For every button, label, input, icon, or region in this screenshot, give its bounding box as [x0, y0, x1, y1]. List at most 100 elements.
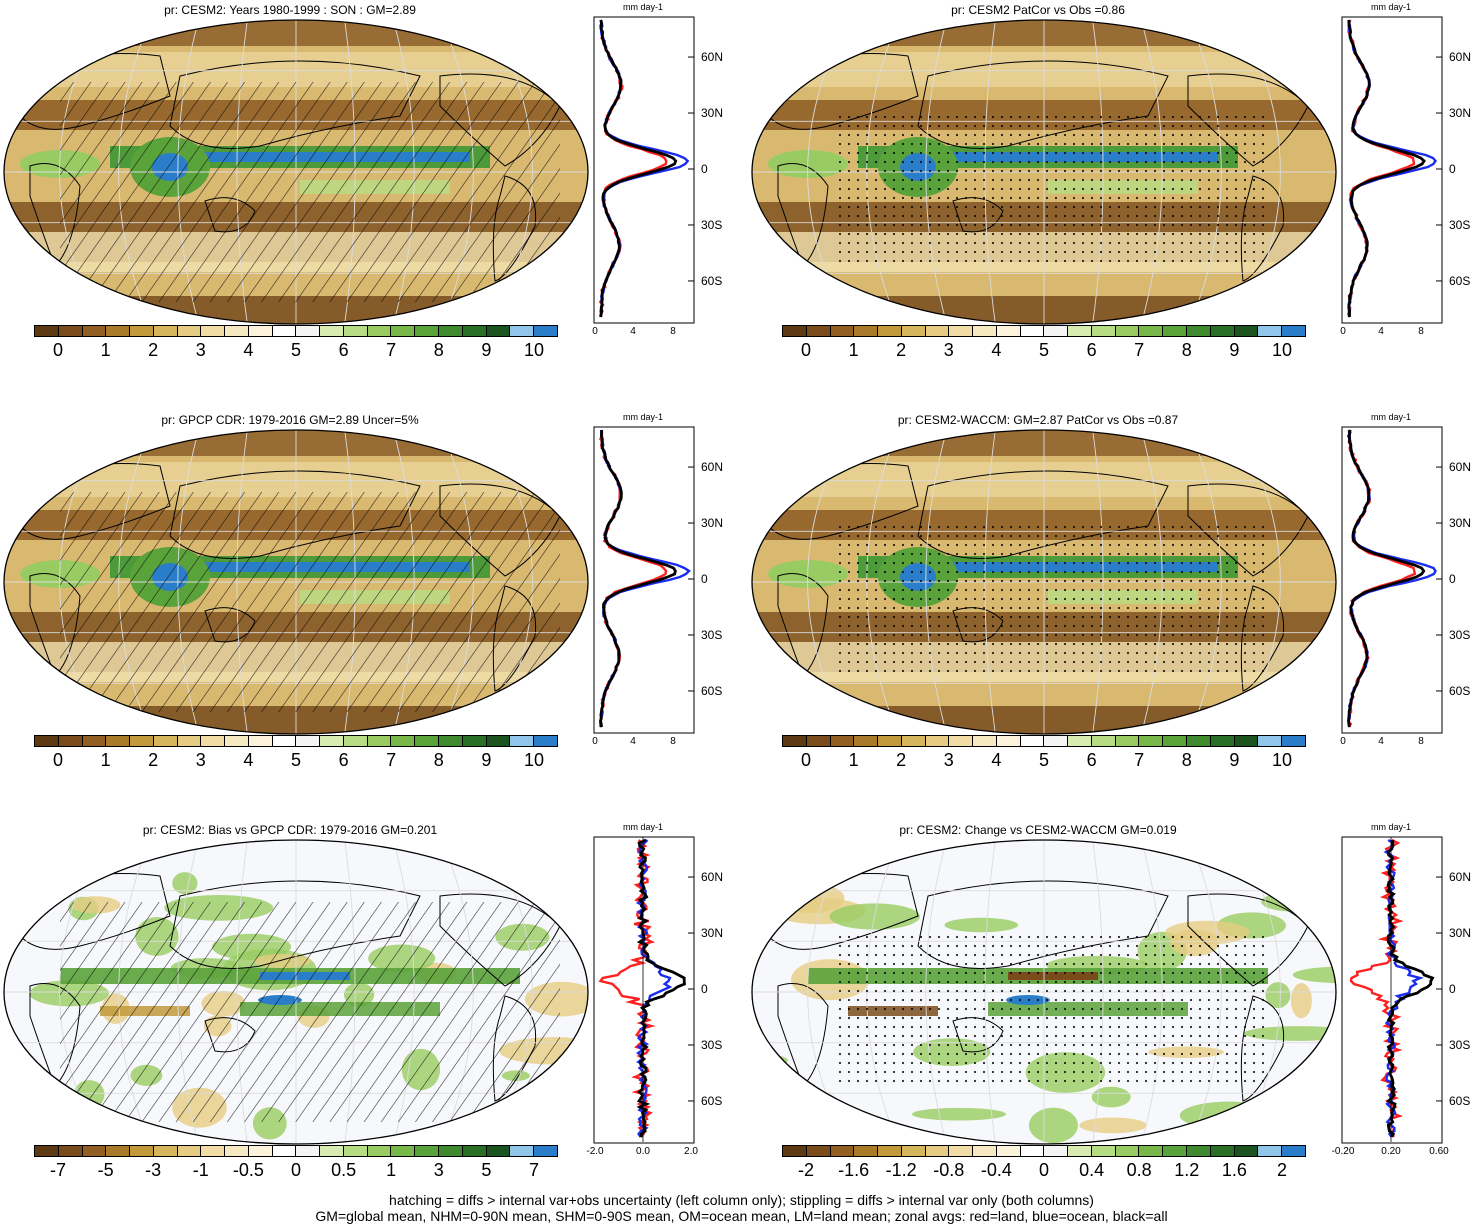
colorbar-tick-label: 7: [386, 340, 397, 360]
colorbar: [34, 735, 558, 747]
colorbar-tick-label: 7: [1134, 750, 1145, 770]
zonal-x-tick: 4: [1378, 326, 1384, 337]
colorbar-swatch: [58, 1146, 83, 1156]
colorbar-swatch: [391, 1146, 416, 1156]
latitude-label: 0: [701, 572, 708, 586]
colorbar-swatch: [949, 1146, 974, 1156]
colorbar-swatch: [462, 1146, 487, 1156]
colorbar-tick-label: 8: [1181, 750, 1192, 770]
colorbar-swatch: [367, 736, 392, 746]
colorbar-tick-label: -1.2: [885, 1160, 917, 1180]
colorbar-tick-label: 0.8: [1126, 1160, 1152, 1180]
colorbar-swatch: [272, 736, 297, 746]
zonal-units-label: mm day-1: [1370, 822, 1412, 832]
colorbar-tick-label: 0: [52, 750, 64, 770]
map-panel: pr: CESM2: Bias vs GPCP CDR: 1979-2016 G…: [0, 820, 735, 1220]
colorbar-swatch: [225, 1146, 249, 1156]
map-panel: pr: GPCP CDR: 1979-2016 GM=2.89 Uncer=5%…: [0, 410, 735, 810]
robinson-map: [3, 839, 589, 1145]
colorbar-swatch: [1044, 326, 1069, 336]
colorbar-swatch: [35, 1146, 59, 1156]
colorbar-swatch: [806, 326, 831, 336]
zonal-mean-plot: [1341, 836, 1443, 1144]
colorbar-swatch: [534, 736, 557, 746]
colorbar-swatch: [367, 1146, 392, 1156]
colorbar-swatch: [153, 326, 178, 336]
latitude-label: 60S: [1449, 1093, 1471, 1108]
zonal-units-label: mm day-1: [622, 822, 664, 832]
colorbar: [782, 735, 1306, 747]
latitude-label: 0: [1449, 982, 1456, 996]
colorbar-tick-label: -7: [49, 1160, 67, 1180]
colorbar-tick-label: 10: [1271, 340, 1293, 360]
colorbar-swatch: [225, 326, 249, 336]
colorbar-swatch: [830, 736, 855, 746]
zonal-x-tick: 8: [1418, 326, 1424, 337]
colorbar-labels: 0 1 2 3 4 5 6 7 8 9 10: [34, 750, 558, 772]
colorbar-tick-label: 9: [481, 340, 492, 360]
colorbar-swatch: [486, 326, 511, 336]
colorbar-swatch: [130, 736, 154, 746]
colorbar-swatch: [901, 1146, 926, 1156]
map-panel: pr: CESM2 PatCor vs Obs =0.86 0 1 2 3 4 5 6 7 8 9 1…: [748, 0, 1483, 400]
colorbar-swatch: [248, 326, 273, 336]
colorbar-swatch: [462, 736, 487, 746]
colorbar-swatch: [130, 326, 154, 336]
colorbar-swatch: [925, 1146, 950, 1156]
latitude-label: 30N: [1449, 516, 1472, 531]
colorbar-tick-label: -3: [145, 1160, 162, 1180]
colorbar-tick-label: -0.8: [933, 1160, 965, 1180]
colorbar-tick-label: 3: [195, 340, 206, 360]
latitude-label: 30S: [701, 627, 723, 642]
latitude-label: 60N: [1449, 460, 1472, 475]
colorbar-tick-label: 2: [896, 750, 907, 770]
colorbar-tick-label: 4: [991, 340, 1002, 360]
colorbar-swatch: [82, 1146, 107, 1156]
colorbar-swatch: [973, 736, 997, 746]
latitude-label: 30S: [1449, 627, 1471, 642]
colorbar-swatch: [1187, 736, 1211, 746]
colorbar-tick-label: 10: [523, 750, 545, 770]
colorbar-swatch: [272, 1146, 297, 1156]
latitude-label: 60N: [701, 50, 724, 65]
colorbar-swatch: [296, 1146, 321, 1156]
colorbar-swatch: [439, 1146, 463, 1156]
colorbar-swatch: [925, 326, 950, 336]
colorbar-swatch: [296, 736, 321, 746]
colorbar-tick-label: 2: [148, 750, 159, 770]
colorbar-swatch: [996, 1146, 1021, 1156]
colorbar-tick-label: 10: [523, 340, 545, 360]
footnote-line-2: GM=global mean, NHM=0-90N mean, SHM=0-90…: [315, 1208, 1168, 1224]
colorbar: [34, 1145, 558, 1157]
colorbar-swatch: [1234, 1146, 1259, 1156]
colorbar-tick-label: 1.6: [1221, 1160, 1247, 1180]
colorbar-swatch: [1044, 1146, 1069, 1156]
colorbar-swatch: [201, 736, 226, 746]
colorbar-swatch: [201, 1146, 226, 1156]
colorbar-swatch: [878, 736, 902, 746]
latitude-label: 30N: [1449, 106, 1472, 121]
colorbar-tick-label: 7: [1134, 340, 1145, 360]
latitude-label: 60N: [701, 870, 724, 885]
zonal-units-label: mm day-1: [1370, 412, 1412, 422]
colorbar: [782, 1145, 1306, 1157]
latitude-label: 0: [701, 162, 708, 176]
colorbar-tick-label: 5: [1038, 750, 1050, 770]
latitude-label: 30N: [701, 926, 724, 941]
colorbar-tick-label: 2: [896, 340, 907, 360]
colorbar-swatch: [1234, 736, 1259, 746]
colorbar-tick-label: 1: [100, 750, 111, 770]
colorbar-tick-label: 3: [943, 750, 954, 770]
colorbar-tick-label: 9: [1229, 340, 1240, 360]
colorbar-swatch: [58, 326, 83, 336]
colorbar-swatch: [320, 326, 344, 336]
zonal-x-tick: 8: [670, 326, 676, 337]
colorbar-swatch: [106, 736, 131, 746]
colorbar-tick-label: 4: [243, 750, 254, 770]
colorbar-swatch: [82, 326, 107, 336]
zonal-x-tick: 0.0: [636, 1146, 650, 1157]
colorbar-swatch: [177, 1146, 202, 1156]
colorbar-tick-label: -1.6: [838, 1160, 870, 1180]
zonal-x-tick: 2.0: [684, 1146, 698, 1157]
colorbar-swatch: [177, 736, 202, 746]
